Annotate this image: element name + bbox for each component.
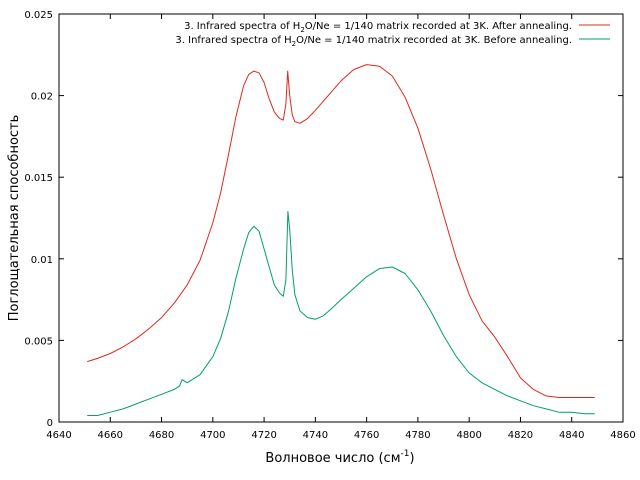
series-line-1 [87, 64, 595, 398]
x-axis-label-superscript: -1 [401, 449, 410, 459]
legend-label-subscript: 2 [292, 40, 296, 48]
series-line-2 [87, 211, 595, 416]
legend: 3. Infrared spectra of H2O/Ne = 1/140 ma… [175, 21, 610, 48]
x-axis-label: Волновое число (см-1) [265, 449, 414, 466]
x-tick-label: 4840 [559, 430, 584, 441]
y-tick-label: 0.005 [24, 336, 53, 347]
x-tick-label: 4720 [251, 430, 276, 441]
x-tick-label: 4820 [508, 430, 533, 441]
legend-label-part: O/Ne = 1/140 matrix recorded at 3K. Befo… [296, 35, 572, 46]
ticks: 4640 4660 4680 4700 4720 4740 4760 4780 4800 4820… [24, 10, 635, 441]
x-tick-label: 4800 [456, 430, 481, 441]
legend-label-subscript: 2 [300, 26, 304, 34]
y-axis-label: Поглощательная способность [7, 115, 22, 322]
legend-label-part: O/Ne = 1/140 matrix recorded at 3K. Afte… [305, 21, 572, 32]
x-tick-label: 4680 [149, 430, 174, 441]
series-layer [87, 64, 595, 416]
y-tick-label: 0.02 [31, 92, 53, 103]
legend-label-2: 3. Infrared spectra of H2O/Ne = 1/140 ma… [175, 35, 572, 48]
x-axis-label-main: Волновое число (см [265, 451, 400, 466]
x-tick-label: 4780 [405, 430, 430, 441]
x-tick-label: 4700 [200, 430, 225, 441]
y-tick-label: 0.015 [24, 173, 53, 184]
legend-label-part: 3. Infrared spectra of H [175, 35, 291, 46]
x-axis-label-end: ) [409, 451, 414, 466]
y-tick-label: 0.01 [31, 255, 53, 266]
x-tick-label: 4860 [610, 430, 635, 441]
x-tick-label: 4660 [98, 430, 123, 441]
legend-label-1: 3. Infrared spectra of H2O/Ne = 1/140 ma… [184, 21, 572, 34]
plot-frame [58, 13, 624, 423]
y-tick-label: 0 [47, 418, 53, 429]
x-tick-label: 4760 [354, 430, 379, 441]
legend-label-part: 3. Infrared spectra of H [184, 21, 300, 32]
x-tick-label: 4640 [46, 430, 71, 441]
x-tick-label: 4740 [303, 430, 328, 441]
y-tick-label: 0.025 [24, 10, 53, 21]
